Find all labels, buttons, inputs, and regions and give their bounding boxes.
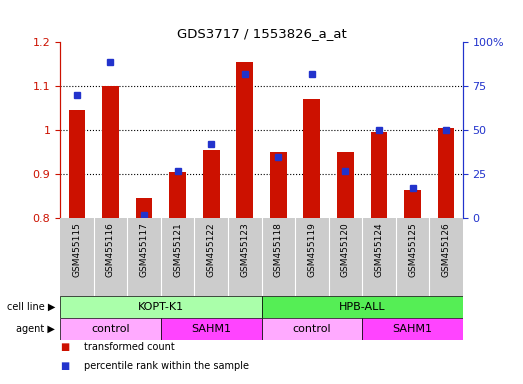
Bar: [438, 128, 454, 218]
Bar: [69, 110, 85, 218]
Text: GSM455124: GSM455124: [374, 222, 383, 277]
Text: GSM455122: GSM455122: [207, 222, 215, 277]
Text: transformed count: transformed count: [84, 342, 175, 352]
Bar: [161, 318, 262, 340]
Text: GSM455116: GSM455116: [106, 222, 115, 277]
Text: cell line ▶: cell line ▶: [7, 302, 55, 312]
Text: GSM455120: GSM455120: [341, 222, 350, 277]
Text: GSM455121: GSM455121: [173, 222, 182, 277]
Bar: [60, 318, 161, 340]
Bar: [169, 172, 186, 218]
Bar: [362, 318, 463, 340]
Text: GSM455118: GSM455118: [274, 222, 283, 277]
Text: ■: ■: [60, 342, 70, 352]
Bar: [203, 150, 220, 218]
Text: GSM455123: GSM455123: [240, 222, 249, 277]
Text: HPB-ALL: HPB-ALL: [339, 302, 385, 312]
Bar: [262, 318, 362, 340]
Text: SAHM1: SAHM1: [393, 324, 433, 334]
Bar: [236, 62, 253, 218]
Text: percentile rank within the sample: percentile rank within the sample: [84, 361, 248, 371]
Bar: [60, 296, 262, 318]
Bar: [303, 99, 320, 218]
Text: agent ▶: agent ▶: [16, 324, 55, 334]
Text: control: control: [91, 324, 130, 334]
Bar: [337, 152, 354, 218]
Bar: [102, 86, 119, 218]
Text: GSM455126: GSM455126: [441, 222, 451, 277]
Text: GSM455119: GSM455119: [308, 222, 316, 277]
Text: ■: ■: [60, 361, 70, 371]
Text: control: control: [292, 324, 331, 334]
Bar: [262, 296, 463, 318]
Text: GSM455125: GSM455125: [408, 222, 417, 277]
Text: GSM455115: GSM455115: [72, 222, 82, 277]
Text: KOPT-K1: KOPT-K1: [138, 302, 184, 312]
Text: SAHM1: SAHM1: [191, 324, 231, 334]
Bar: [270, 152, 287, 218]
Bar: [371, 132, 388, 218]
Bar: [404, 190, 421, 218]
Bar: [135, 199, 152, 218]
Text: GSM455117: GSM455117: [140, 222, 149, 277]
Title: GDS3717 / 1553826_a_at: GDS3717 / 1553826_a_at: [177, 26, 346, 40]
